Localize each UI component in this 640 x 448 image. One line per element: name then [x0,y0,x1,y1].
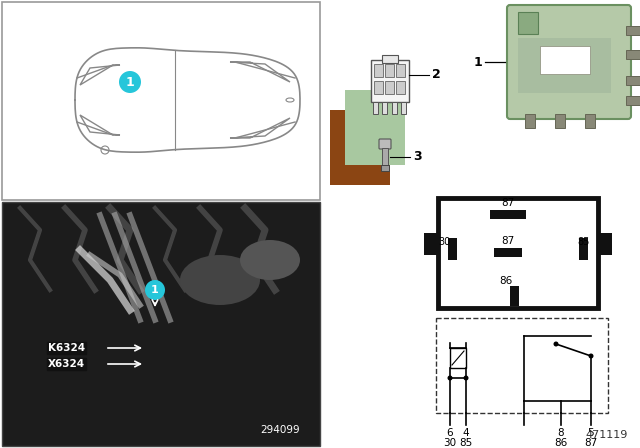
Bar [540,46,590,74]
Bar [424,233,438,255]
Circle shape [589,353,593,358]
Bar [450,348,466,368]
Text: 6: 6 [447,428,453,438]
Bar [2,202,320,446]
Bar [438,198,598,308]
Bar [585,114,595,128]
Text: 1: 1 [125,76,134,89]
Bar [626,76,640,85]
Text: 30: 30 [438,237,450,247]
Bar [382,148,388,168]
Text: 8: 8 [557,428,564,438]
Bar [374,64,383,77]
Text: 85: 85 [578,237,590,247]
Bar [510,286,519,306]
Ellipse shape [180,255,260,305]
Text: K6324: K6324 [48,343,85,353]
Text: 85: 85 [460,438,472,448]
Text: 294099: 294099 [260,425,300,435]
Text: 87: 87 [501,236,515,246]
Bar [626,96,640,105]
Bar [448,238,457,260]
Bar [518,38,611,93]
Text: 1: 1 [151,285,159,295]
Bar [373,102,378,114]
Bar [345,90,405,165]
Bar [396,64,405,77]
Text: 1: 1 [473,56,482,69]
Bar [626,26,640,35]
Text: 30: 30 [444,438,456,448]
Bar [396,81,405,94]
Circle shape [447,375,452,380]
Text: 86: 86 [499,276,513,286]
Bar [436,318,608,413]
Text: 86: 86 [554,438,568,448]
Bar [626,50,640,59]
FancyBboxPatch shape [507,5,631,119]
Text: 87: 87 [501,198,515,208]
Bar [525,114,535,128]
Bar [371,60,409,102]
Circle shape [463,375,468,380]
Bar [381,165,389,171]
Bar [490,210,526,219]
Text: 2: 2 [432,69,441,82]
Bar [555,114,565,128]
Ellipse shape [240,240,300,280]
Bar [579,238,588,260]
Bar [374,81,383,94]
Bar [494,248,522,257]
Text: 471119: 471119 [586,430,628,440]
Bar [518,12,538,34]
Bar [401,102,406,114]
Text: 3: 3 [413,151,422,164]
Bar [385,81,394,94]
Circle shape [145,280,165,300]
Text: 4: 4 [463,428,469,438]
Circle shape [119,71,141,93]
Text: 87: 87 [584,438,598,448]
Bar [598,233,612,255]
Text: 5: 5 [588,428,595,438]
Bar [392,102,397,114]
Bar [382,102,387,114]
Bar [330,110,390,185]
Bar [382,55,398,63]
Bar [2,2,320,200]
Circle shape [554,341,559,346]
FancyBboxPatch shape [379,139,391,149]
Text: X6324: X6324 [48,359,85,369]
Bar [385,64,394,77]
